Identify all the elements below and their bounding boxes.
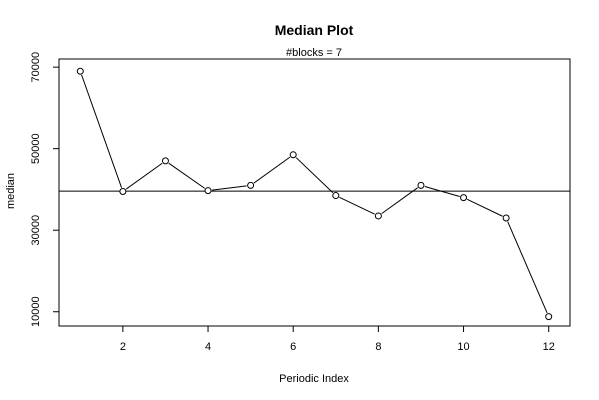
data-point bbox=[374, 212, 382, 220]
series-line-segment bbox=[466, 198, 503, 217]
x-tick-label: 10 bbox=[457, 341, 469, 353]
series-line-segment bbox=[81, 74, 123, 188]
data-point bbox=[417, 181, 425, 189]
data-point bbox=[545, 313, 553, 321]
series-line-segment bbox=[339, 196, 375, 215]
data-point bbox=[502, 214, 510, 222]
data-point bbox=[247, 181, 255, 189]
x-tick-label: 2 bbox=[120, 341, 126, 353]
x-tick-label: 8 bbox=[375, 341, 381, 353]
chart-title: Median Plot bbox=[275, 22, 354, 38]
series-line-segment bbox=[424, 185, 460, 197]
x-tick-label: 12 bbox=[543, 341, 555, 353]
data-point bbox=[119, 187, 127, 195]
data-point bbox=[161, 157, 169, 165]
data-point bbox=[204, 187, 212, 195]
series-line-segment bbox=[381, 187, 419, 215]
x-tick-label: 4 bbox=[205, 341, 211, 353]
y-tick-label: 30000 bbox=[30, 215, 42, 246]
x-axis-label: Periodic Index bbox=[279, 373, 349, 385]
data-point bbox=[289, 151, 297, 159]
data-point bbox=[460, 194, 468, 202]
y-tick-label: 70000 bbox=[30, 52, 42, 83]
y-tick-label: 10000 bbox=[30, 296, 42, 327]
x-tick-label: 6 bbox=[290, 341, 296, 353]
series-line-segment bbox=[253, 156, 291, 184]
chart-subtitle: #blocks = 7 bbox=[286, 47, 342, 59]
series-line-segment bbox=[168, 162, 206, 189]
data-point bbox=[76, 67, 84, 75]
series-line-segment bbox=[125, 162, 163, 190]
series-line-segment bbox=[295, 157, 334, 194]
series-line-segment bbox=[507, 221, 548, 314]
y-tick-label: 50000 bbox=[30, 133, 42, 164]
data-point bbox=[332, 192, 340, 200]
plot-frame bbox=[58, 58, 571, 327]
y-axis-label: median bbox=[5, 173, 17, 209]
series-line-segment bbox=[211, 185, 247, 191]
